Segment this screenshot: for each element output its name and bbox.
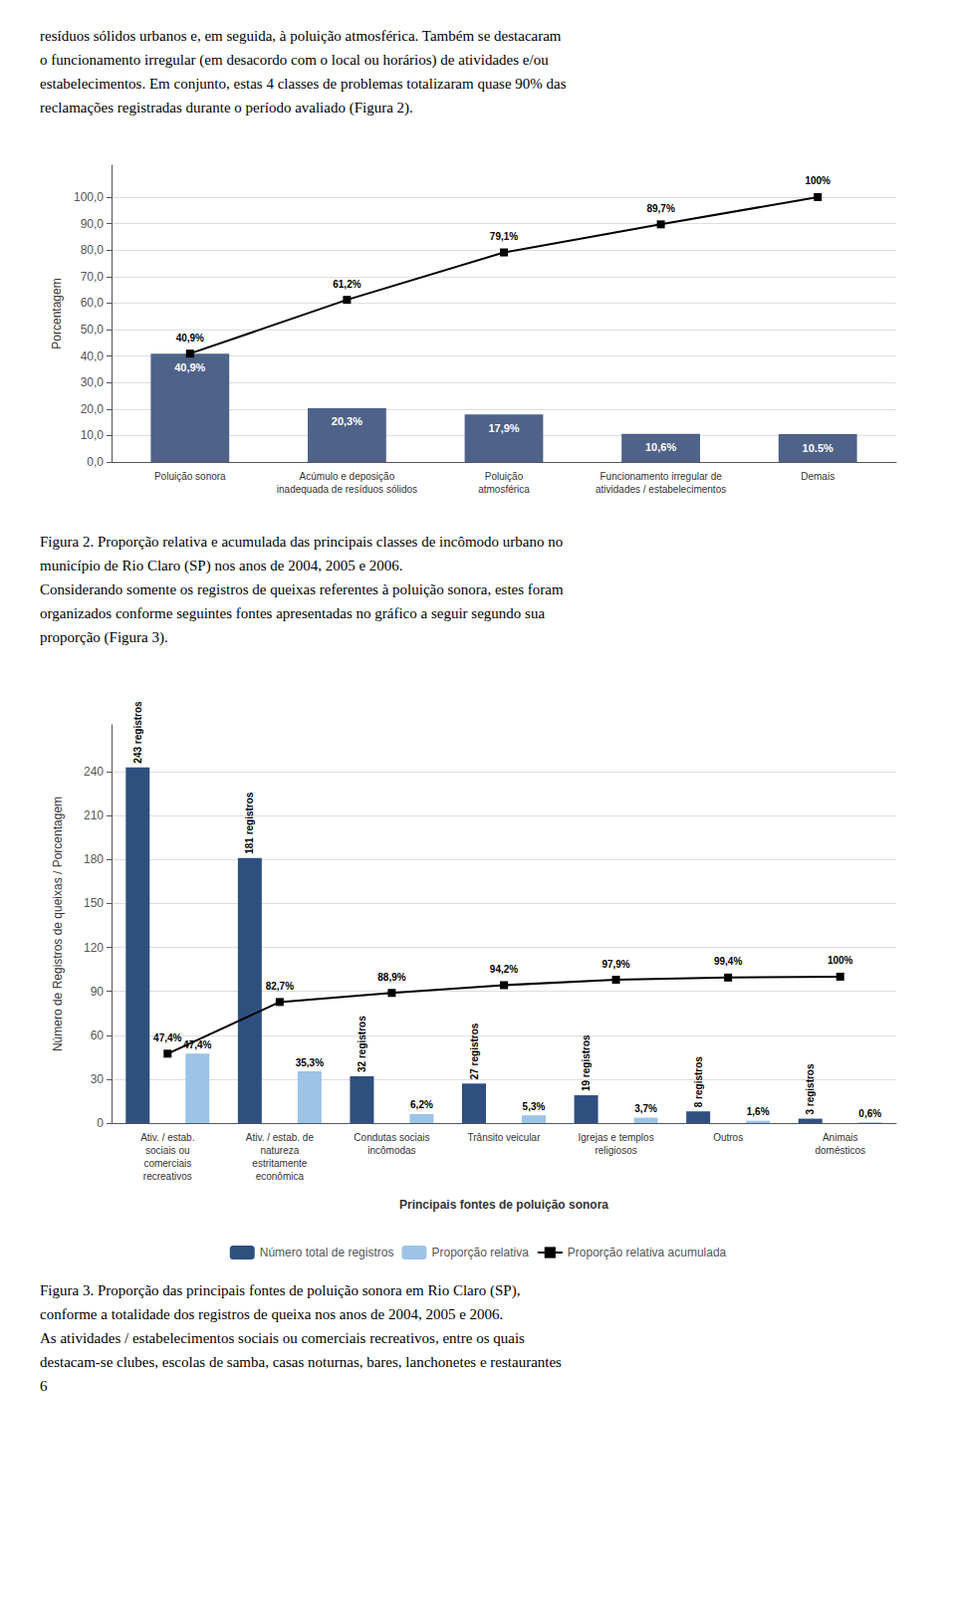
svg-text:Proporção relativa acumulada: Proporção relativa acumulada xyxy=(567,1245,727,1260)
svg-text:3 registros: 3 registros xyxy=(804,1063,816,1116)
svg-text:1,6%: 1,6% xyxy=(746,1106,770,1118)
svg-text:0,0: 0,0 xyxy=(86,455,104,470)
svg-text:50,0: 50,0 xyxy=(80,322,105,337)
svg-text:8 registros: 8 registros xyxy=(693,1056,705,1109)
svg-text:Poluição: Poluição xyxy=(484,471,524,482)
html-text:município de Rio Claro (SP) no: município de Rio Claro (SP) nos anos de … xyxy=(39,557,403,574)
svg-text:47,4%: 47,4% xyxy=(183,1039,212,1051)
svg-text:10,6%: 10,6% xyxy=(645,441,677,454)
svg-text:Funcionamento irregular de: Funcionamento irregular de xyxy=(599,471,722,482)
svg-text:recreativos: recreativos xyxy=(143,1171,193,1183)
svg-text:sociais ou: sociais ou xyxy=(145,1145,190,1157)
svg-text:27 registros: 27 registros xyxy=(469,1022,480,1080)
svg-text:70,0: 70,0 xyxy=(80,269,105,284)
html-text:reclamações registradas durant: reclamações registradas durante o períod… xyxy=(39,99,414,116)
svg-text:Condutas sociais: Condutas sociais xyxy=(353,1132,430,1144)
svg-text:99,4%: 99,4% xyxy=(714,956,742,967)
svg-text:incômodas: incômodas xyxy=(367,1145,416,1157)
svg-text:88,9%: 88,9% xyxy=(377,971,406,983)
svg-text:97,9%: 97,9% xyxy=(601,958,630,970)
html-text:Figura 3. Proporção das princi: Figura 3. Proporção das principais fonte… xyxy=(39,1282,521,1299)
html-text:estabelecimentos. Em conjunto,: estabelecimentos. Em conjunto, estas 4 c… xyxy=(39,75,567,92)
html-text:resíduos sólidos urbanos e, em: resíduos sólidos urbanos e, em seguida, … xyxy=(39,27,562,44)
svg-text:30: 30 xyxy=(90,1072,105,1087)
svg-text:89,7%: 89,7% xyxy=(646,203,675,215)
svg-text:inadequada de resíduos sólidos: inadequada de resíduos sólidos xyxy=(276,483,418,495)
svg-text:47,4%: 47,4% xyxy=(153,1032,182,1044)
html-text:destacam-se clubes, escolas de: destacam-se clubes, escolas de samba, ca… xyxy=(39,1354,562,1371)
html-text:Figura 2. Proporção relativa e: Figura 2. Proporção relativa e acumulada… xyxy=(39,533,563,550)
svg-text:60,0: 60,0 xyxy=(80,295,105,310)
svg-text:150: 150 xyxy=(83,896,104,911)
svg-text:Número total de registros: Número total de registros xyxy=(259,1245,395,1260)
html-text:As atividades / estabeleciment: As atividades / estabelecimentos sociais… xyxy=(39,1330,525,1347)
svg-text:100,0: 100,0 xyxy=(73,190,104,205)
svg-text:61,2%: 61,2% xyxy=(332,278,361,290)
svg-text:0: 0 xyxy=(96,1116,104,1131)
svg-text:domésticos: domésticos xyxy=(814,1145,866,1157)
svg-text:natureza: natureza xyxy=(259,1145,299,1157)
svg-text:Ativ. / estab.: Ativ. / estab. xyxy=(140,1132,195,1144)
svg-text:90: 90 xyxy=(90,984,105,999)
svg-text:Porcentagem: Porcentagem xyxy=(49,277,64,349)
svg-text:82,7%: 82,7% xyxy=(265,980,294,992)
svg-text:comerciais: comerciais xyxy=(143,1158,192,1170)
html-text:organizados conforme seguintes: organizados conforme seguintes fontes ap… xyxy=(39,605,545,622)
svg-text:Ativ. / estab. de: Ativ. / estab. de xyxy=(245,1132,315,1144)
svg-text:econômica: econômica xyxy=(255,1171,305,1183)
svg-text:180: 180 xyxy=(83,852,104,867)
svg-text:35,3%: 35,3% xyxy=(295,1057,324,1069)
svg-text:10,0: 10,0 xyxy=(80,428,105,443)
html-text:6: 6 xyxy=(39,1378,48,1395)
svg-text:estritamente: estritamente xyxy=(251,1158,307,1170)
svg-text:0,6%: 0,6% xyxy=(858,1108,882,1120)
svg-text:Principais fontes de poluição: Principais fontes de poluição sonora xyxy=(399,1197,609,1212)
svg-text:181 registros: 181 registros xyxy=(243,791,255,855)
svg-text:243 registros: 243 registros xyxy=(132,701,144,764)
svg-text:Animais: Animais xyxy=(822,1132,859,1144)
svg-text:80,0: 80,0 xyxy=(80,242,105,257)
html-text:Considerando somente os regist: Considerando somente os registros de que… xyxy=(39,581,564,598)
svg-text:6,2%: 6,2% xyxy=(410,1099,434,1111)
svg-text:60: 60 xyxy=(90,1028,105,1043)
svg-text:94,2%: 94,2% xyxy=(489,963,518,975)
svg-text:30,0: 30,0 xyxy=(80,375,105,390)
svg-text:5,3%: 5,3% xyxy=(522,1101,546,1113)
svg-text:20,3%: 20,3% xyxy=(331,415,363,428)
html-text:o funcionamento irregular (em: o funcionamento irregular (em desacordo … xyxy=(39,51,549,68)
svg-text:120: 120 xyxy=(83,941,104,956)
svg-text:Trânsito veicular: Trânsito veicular xyxy=(468,1132,542,1144)
svg-text:atividades / estabelecimentos: atividades / estabelecimentos xyxy=(595,483,726,495)
svg-text:90,0: 90,0 xyxy=(80,217,105,232)
svg-text:100%: 100% xyxy=(827,955,854,966)
svg-text:79,1%: 79,1% xyxy=(489,231,518,242)
svg-text:19 registros: 19 registros xyxy=(580,1034,592,1092)
svg-text:20,0: 20,0 xyxy=(80,402,105,417)
svg-text:40,9%: 40,9% xyxy=(174,361,206,374)
svg-text:religiosos: religiosos xyxy=(594,1145,637,1157)
svg-text:240: 240 xyxy=(83,764,104,779)
svg-text:Número de Registros de queixas: Número de Registros de queixas / Porcent… xyxy=(50,796,65,1052)
svg-text:Demais: Demais xyxy=(800,471,835,482)
svg-text:3,7%: 3,7% xyxy=(634,1103,658,1115)
svg-text:100%: 100% xyxy=(804,175,831,187)
svg-text:10.5%: 10.5% xyxy=(802,442,834,455)
svg-text:Igrejas e templos: Igrejas e templos xyxy=(577,1132,654,1144)
svg-text:32 registros: 32 registros xyxy=(356,1015,368,1073)
svg-text:Acúmulo e deposição: Acúmulo e deposição xyxy=(299,471,396,482)
svg-text:40,9%: 40,9% xyxy=(176,332,205,344)
svg-text:Proporção relativa: Proporção relativa xyxy=(431,1245,529,1260)
svg-text:210: 210 xyxy=(83,808,104,823)
svg-text:40,0: 40,0 xyxy=(80,349,105,364)
svg-text:atmosférica: atmosférica xyxy=(478,483,530,495)
html-text:conforme a totalidade dos regi: conforme a totalidade dos registros de q… xyxy=(39,1306,504,1323)
svg-text:Poluição sonora: Poluição sonora xyxy=(154,471,227,482)
svg-text:Outros: Outros xyxy=(713,1132,743,1144)
html-text:proporção (Figura 3).: proporção (Figura 3). xyxy=(39,629,168,646)
svg-text:17,9%: 17,9% xyxy=(487,422,519,435)
